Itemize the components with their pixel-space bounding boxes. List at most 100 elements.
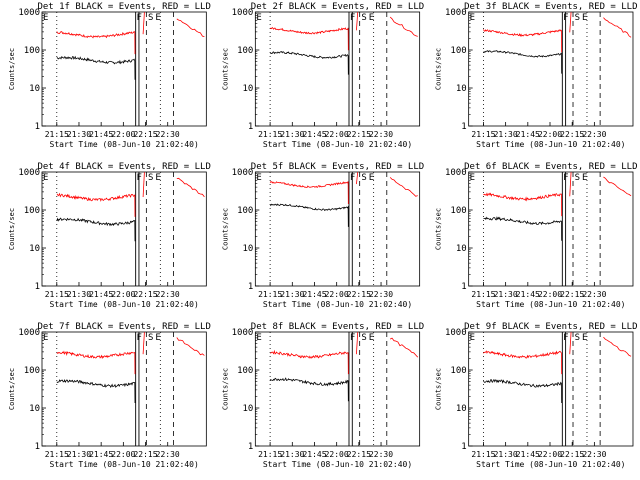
x-tick-label: 22:00 xyxy=(538,130,562,139)
y-tick-label: 1 xyxy=(248,442,253,452)
y-tick-label: 1 xyxy=(35,442,40,452)
x-tick-label: 21:45 xyxy=(516,450,540,459)
plot-frame xyxy=(254,11,421,127)
x-tick-label: 22:15 xyxy=(560,130,584,139)
marker-label: E xyxy=(155,13,160,23)
x-axis-label: Start Time (08-Jun-10 21:02:40) xyxy=(476,140,625,149)
x-tick-label: 21:45 xyxy=(302,450,326,459)
x-axis-label: Start Time (08-Jun-10 21:02:40) xyxy=(476,300,625,309)
plot-frame xyxy=(468,171,634,287)
x-tick-label: 21:30 xyxy=(280,450,304,459)
series-line-lld xyxy=(483,192,563,217)
plot-frame xyxy=(468,331,634,447)
x-tick-label: 21:45 xyxy=(89,450,113,459)
series-line-lld-post xyxy=(603,176,632,197)
chart-panel: Det 3f BLACK = Events, RED = LLD 1 10 100 10… xyxy=(435,2,638,149)
y-tick-label: 1000 xyxy=(18,328,40,338)
y-tick-label: 1000 xyxy=(232,328,254,338)
marker-label: S xyxy=(361,333,366,343)
x-tick-label: 21:15 xyxy=(258,450,282,459)
plot-frame xyxy=(468,11,634,127)
chart-panel: Det 1f BLACK = Events, RED = LLD 1 10 100 10… xyxy=(8,2,211,149)
chart-panel: Det 5f BLACK = Events, RED = LLD 1 10 100 10… xyxy=(221,162,424,309)
x-tick-label: 21:15 xyxy=(45,130,69,139)
series-line-lld-rise xyxy=(142,172,145,198)
x-tick-label: 22:30 xyxy=(369,290,393,299)
marker-label: S xyxy=(148,333,153,343)
marker-label: F xyxy=(350,333,355,343)
y-tick-label: 100 xyxy=(237,206,253,216)
y-tick-label: 10 xyxy=(242,84,253,94)
x-axis-label: Start Time (08-Jun-10 21:02:40) xyxy=(50,300,199,309)
chart-title: Det 1f BLACK = Events, RED = LLD xyxy=(37,2,210,12)
x-tick-label: 22:00 xyxy=(538,450,562,459)
x-tick-label: 21:30 xyxy=(280,130,304,139)
x-tick-label: 21:30 xyxy=(67,290,91,299)
series-line-lld xyxy=(56,30,136,55)
y-tick-label: 1 xyxy=(461,122,466,132)
y-axis-label: Counts/sec xyxy=(221,368,229,410)
x-tick-label: 21:30 xyxy=(494,450,518,459)
series-line-events xyxy=(483,216,563,241)
x-tick-label: 22:30 xyxy=(369,450,393,459)
y-tick-label: 100 xyxy=(24,206,40,216)
x-tick-label: 21:15 xyxy=(471,130,495,139)
x-tick-label: 22:15 xyxy=(560,450,584,459)
y-tick-label: 1 xyxy=(35,122,40,132)
x-tick-label: 21:15 xyxy=(45,450,69,459)
marker-label: F xyxy=(136,13,141,23)
x-tick-label: 21:45 xyxy=(516,290,540,299)
chart-panel: Det 9f BLACK = Events, RED = LLD 1 10 100 10… xyxy=(435,322,638,469)
y-axis-label: Counts/sec xyxy=(221,48,229,90)
marker-label: E xyxy=(43,173,48,183)
x-tick-label: 21:15 xyxy=(471,450,495,459)
series-line-events xyxy=(483,50,563,74)
y-tick-label: 1 xyxy=(248,282,253,292)
y-tick-label: 1 xyxy=(248,122,253,132)
x-tick-label: 22:30 xyxy=(582,130,606,139)
series-line-lld xyxy=(483,350,563,375)
y-tick-label: 1000 xyxy=(18,168,40,178)
y-tick-label: 100 xyxy=(24,46,40,56)
marker-label: E xyxy=(582,13,587,23)
x-tick-label: 22:00 xyxy=(111,450,135,459)
plot-frame xyxy=(41,171,207,287)
marker-label: E xyxy=(43,13,48,23)
marker-label: E xyxy=(369,13,374,23)
x-tick-label: 21:30 xyxy=(67,450,91,459)
series-line-lld-rise xyxy=(569,172,572,197)
marker-label: E xyxy=(155,333,160,343)
x-tick-label: 21:45 xyxy=(302,290,326,299)
x-tick-label: 22:00 xyxy=(111,130,135,139)
series-line-lld xyxy=(56,350,136,375)
x-tick-label: 21:30 xyxy=(67,130,91,139)
y-axis-label: Counts/sec xyxy=(221,208,229,250)
marker-label: E xyxy=(256,173,261,183)
marker-label: E xyxy=(369,333,374,343)
marker-label: E xyxy=(470,13,475,23)
series-line-events xyxy=(483,379,563,404)
series-line-lld-rise xyxy=(356,12,359,31)
y-tick-label: 1000 xyxy=(445,168,467,178)
y-axis-label: Counts/sec xyxy=(435,208,443,250)
x-tick-label: 22:30 xyxy=(582,450,606,459)
marker-label: E xyxy=(470,173,475,183)
marker-label: F xyxy=(563,333,568,343)
marker-label: E xyxy=(470,333,475,343)
series-line-lld-rise xyxy=(569,12,572,33)
series-line-lld-post xyxy=(603,17,632,38)
series-line-events xyxy=(269,377,349,402)
plot-frame xyxy=(41,331,207,447)
series-line-events xyxy=(56,379,136,404)
marker-label: S xyxy=(361,13,366,23)
y-tick-label: 100 xyxy=(237,46,253,56)
marker-label: F xyxy=(350,173,355,183)
x-tick-label: 21:15 xyxy=(258,290,282,299)
marker-label: E xyxy=(582,333,587,343)
x-tick-label: 22:15 xyxy=(560,290,584,299)
x-axis-label: Start Time (08-Jun-10 21:02:40) xyxy=(263,460,412,469)
y-tick-label: 1 xyxy=(461,282,466,292)
y-tick-label: 10 xyxy=(29,404,40,414)
x-tick-label: 22:30 xyxy=(156,290,180,299)
